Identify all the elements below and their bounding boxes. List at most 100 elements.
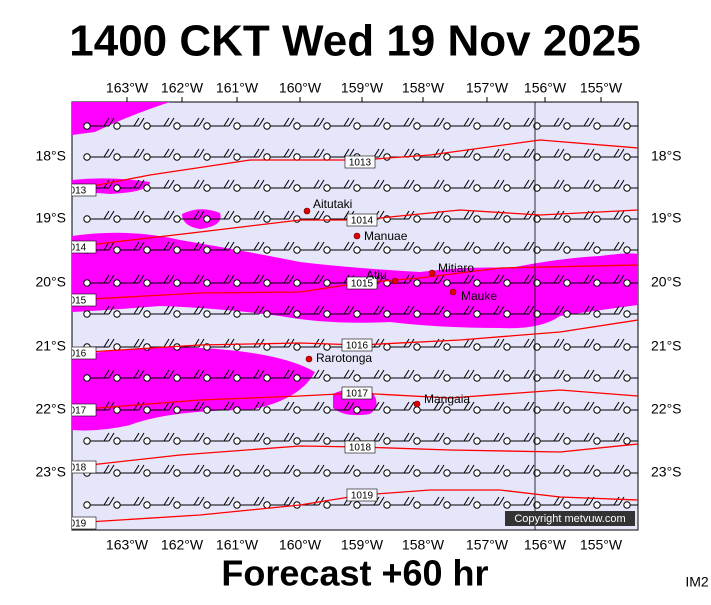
barb-station bbox=[83, 310, 91, 318]
barb-flag bbox=[133, 432, 140, 442]
lon-label-bottom: 160°W bbox=[279, 537, 322, 553]
barb-flag bbox=[168, 464, 175, 474]
lon-label-top: 159°W bbox=[341, 80, 384, 96]
barb-station bbox=[623, 501, 631, 509]
barb-flag bbox=[403, 432, 410, 442]
barb-station bbox=[503, 437, 511, 445]
barb-flag bbox=[198, 274, 205, 284]
barb-flag bbox=[618, 464, 625, 474]
barb-flag bbox=[163, 496, 170, 506]
barb-flag bbox=[348, 432, 355, 442]
barb-flag bbox=[138, 210, 145, 220]
isobar-edge-label: 1019 bbox=[64, 519, 87, 530]
barb-flag bbox=[103, 210, 110, 220]
barb-flag bbox=[373, 401, 380, 411]
barb-station bbox=[353, 122, 361, 130]
barb-flag bbox=[133, 464, 140, 474]
barb-flag bbox=[613, 464, 620, 474]
barb-station bbox=[353, 469, 361, 477]
lon-label-bottom: 155°W bbox=[580, 537, 623, 553]
lat-label-left: 22°S bbox=[35, 401, 66, 417]
barb-flag bbox=[588, 401, 595, 411]
place-dot bbox=[305, 355, 313, 363]
barb-flag bbox=[649, 433, 654, 441]
barb-flag bbox=[644, 433, 649, 441]
barb-flag bbox=[553, 432, 560, 442]
barb-station bbox=[563, 343, 571, 351]
isobar-label: 1014 bbox=[351, 216, 374, 227]
barb-flag bbox=[288, 432, 295, 442]
barb-flag bbox=[588, 148, 595, 158]
isobar-label: 1017 bbox=[346, 389, 369, 400]
barb-flag bbox=[253, 274, 260, 284]
barb-flag bbox=[198, 305, 205, 315]
barb-flag bbox=[253, 117, 260, 127]
barb-flag bbox=[553, 369, 560, 379]
barb-flag bbox=[403, 305, 410, 315]
barb-flag bbox=[223, 432, 230, 442]
map-labels: 163°W 163°W 162°W 162°W 161°W 161°W 160°W 160°W… bbox=[35, 80, 681, 553]
barb-flag bbox=[373, 432, 380, 442]
barb-flag bbox=[288, 464, 295, 474]
barb-station bbox=[173, 246, 181, 254]
barb-flag bbox=[223, 179, 230, 189]
barb-flag bbox=[223, 401, 230, 411]
barb-station bbox=[503, 310, 511, 318]
barb-flag bbox=[618, 401, 625, 411]
barb-station bbox=[383, 122, 391, 130]
barb-flag bbox=[313, 369, 320, 379]
barb-station bbox=[293, 310, 301, 318]
barb-flag bbox=[553, 401, 560, 411]
barb-station bbox=[323, 122, 331, 130]
barb-flag bbox=[313, 117, 320, 127]
barb-flag bbox=[613, 369, 620, 379]
barb-flag bbox=[463, 210, 470, 220]
barb-station bbox=[503, 343, 511, 351]
barb-flag bbox=[438, 432, 445, 442]
barb-flag bbox=[103, 496, 110, 506]
barb-flag bbox=[198, 117, 205, 127]
barb-flag bbox=[163, 305, 170, 315]
barb-flag bbox=[438, 241, 445, 251]
barb-station bbox=[173, 469, 181, 477]
barb-flag bbox=[193, 369, 200, 379]
lon-label-bottom: 156°W bbox=[524, 537, 567, 553]
barb-flag bbox=[438, 117, 445, 127]
barb-flag bbox=[103, 274, 110, 284]
barb-station bbox=[593, 184, 601, 192]
barb-station bbox=[173, 279, 181, 287]
barb-flag bbox=[378, 401, 385, 411]
barb-flag bbox=[313, 496, 320, 506]
barb-flag bbox=[528, 274, 535, 284]
barb-flag bbox=[253, 179, 260, 189]
barb-station bbox=[563, 374, 571, 382]
barb-flag bbox=[583, 274, 590, 284]
barb-flag bbox=[378, 338, 385, 348]
barb-flag bbox=[258, 464, 265, 474]
barb-flag bbox=[493, 305, 500, 315]
isobar-label-box bbox=[346, 488, 378, 502]
barb-station bbox=[353, 406, 361, 414]
barb-flag bbox=[168, 210, 175, 220]
barb-station bbox=[473, 122, 481, 130]
barb-flag bbox=[318, 210, 325, 220]
barb-station bbox=[383, 374, 391, 382]
barb-flag bbox=[649, 497, 654, 505]
barb-flag bbox=[108, 464, 115, 474]
barb-flag bbox=[283, 432, 290, 442]
isobar bbox=[72, 489, 638, 524]
barb-flag bbox=[523, 496, 530, 506]
barb-station bbox=[503, 153, 511, 161]
barb-station bbox=[233, 279, 241, 287]
barb-flag bbox=[498, 179, 505, 189]
barb-flag bbox=[313, 274, 320, 284]
barb-station bbox=[413, 279, 421, 287]
barb-flag bbox=[373, 369, 380, 379]
isobar-label: 1019 bbox=[351, 491, 374, 502]
barb-station bbox=[593, 406, 601, 414]
barb-flag bbox=[493, 369, 500, 379]
barb-flag bbox=[523, 117, 530, 127]
barb-station bbox=[263, 374, 271, 382]
barb-station bbox=[203, 215, 211, 223]
barb-station bbox=[233, 246, 241, 254]
